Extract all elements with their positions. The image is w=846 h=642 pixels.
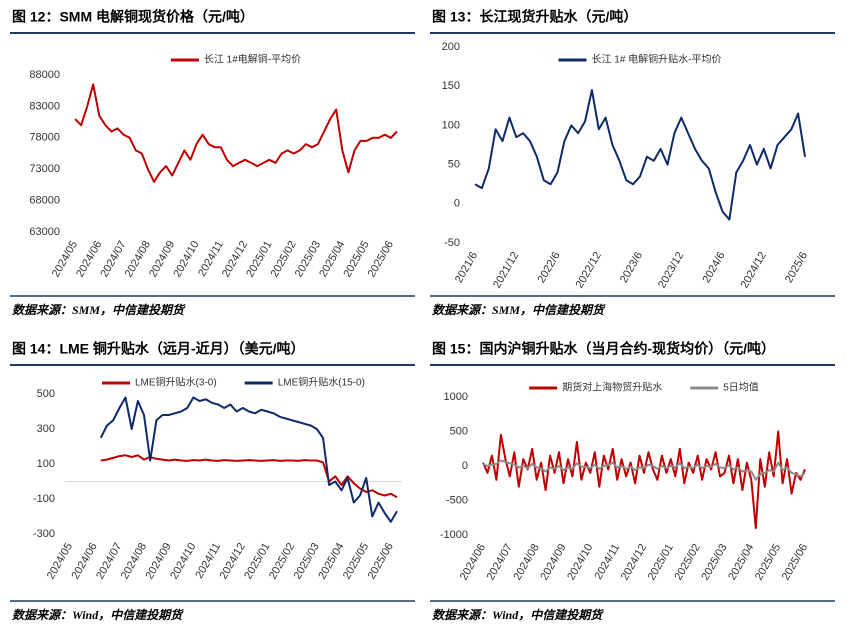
x-tick-label: 2025/06: [780, 542, 810, 582]
x-tick-label: 2025/01: [646, 542, 676, 582]
legend: 长江 1# 电解铜升贴水-平均价: [558, 53, 722, 66]
y-tick-label: 63000: [29, 226, 60, 238]
data-line: [474, 89, 806, 221]
y-tick-label: 50: [448, 159, 460, 171]
data-line: [74, 83, 398, 183]
legend: LME铜升贴水(3-0) LME铜升贴水(15-0): [102, 376, 365, 389]
y-tick-label: 78000: [29, 132, 60, 144]
x-tick-label: 2024/12: [619, 542, 649, 582]
y-tick-label: 68000: [29, 195, 60, 207]
x-tick-label: 2022/6: [535, 250, 562, 285]
y-tick-label: -1000: [440, 529, 468, 541]
y-tick-label: 100: [442, 119, 460, 131]
x-tick-label: 2024/08: [512, 542, 542, 582]
x-tick-label: 2021/6: [453, 250, 480, 285]
x-tick-label: 2023/6: [618, 250, 645, 285]
y-tick-label: -50: [444, 237, 460, 249]
chart-title: 图 14：LME 铜升贴水（远月-近月）（美元/吨）: [12, 341, 304, 357]
source-note: 数据来源：SMM，中信建投期货: [12, 303, 186, 317]
y-tick-label: 150: [442, 80, 460, 92]
y-tick-label: 500: [450, 425, 468, 437]
source-note: 数据来源：Wind，中信建投期货: [12, 608, 184, 622]
x-tick-label: 2025/05: [753, 542, 783, 582]
x-tick-label: 2025/6: [783, 250, 810, 285]
x-tick-label: 2024/11: [592, 542, 622, 582]
chart-title: 图 12：SMM 电解铜现货价格（元/吨）: [12, 9, 254, 25]
x-tick-label: 2024/10: [565, 542, 595, 582]
chart-title: 图 15：国内沪铜升贴水（当月合约-现货均价）（元/吨）: [432, 341, 775, 357]
x-tick-label: 2024/12: [739, 250, 769, 290]
y-tick-label: 88000: [29, 69, 60, 81]
x-tick-label: 2023/12: [656, 250, 686, 290]
y-tick-label: 100: [37, 458, 55, 470]
y-tick-label: 83000: [29, 100, 60, 112]
y-tick-label: 0: [462, 460, 468, 472]
legend-label: 长江 1#电解铜-平均价: [204, 53, 301, 66]
y-tick-label: -100: [33, 493, 55, 505]
legend-label: LME铜升贴水(3-0): [135, 376, 217, 389]
legend-label: 期货对上海物贸升贴水: [562, 381, 662, 394]
chart-title: 图 13：长江现货升贴水（元/吨）: [432, 9, 637, 25]
x-tick-label: 2024/07: [485, 542, 515, 582]
x-tick-label: 2021/12: [491, 250, 521, 290]
y-tick-label: 500: [37, 388, 55, 400]
legend-label: 长江 1# 电解铜升贴水-平均价: [592, 53, 722, 66]
x-tick-label: 2024/06: [458, 542, 488, 582]
x-tick-label: 2025/04: [726, 542, 756, 582]
source-note: 数据来源：SMM，中信建投期货: [432, 303, 606, 317]
y-tick-label: 200: [442, 41, 460, 53]
y-tick-label: 73000: [29, 163, 60, 175]
data-line: [99, 396, 398, 523]
legend: 长江 1#电解铜-平均价: [170, 53, 301, 66]
source-note: 数据来源：Wind，中信建投期货: [432, 608, 604, 622]
data-line: [482, 430, 806, 530]
legend-label: LME铜升贴水(15-0): [278, 376, 365, 389]
data-line: [482, 459, 806, 481]
x-tick-label: 2024/6: [700, 250, 727, 285]
legend: 期货对上海物贸升贴水 5日均值: [529, 381, 759, 394]
y-tick-label: 0: [454, 198, 460, 210]
x-tick-label: 2022/12: [574, 250, 604, 290]
y-tick-label: -300: [33, 528, 55, 540]
y-tick-label: 1000: [444, 391, 468, 403]
y-tick-label: 300: [37, 423, 55, 435]
x-tick-label: 2025/03: [699, 542, 729, 582]
x-tick-label: 2025/02: [673, 542, 703, 582]
y-tick-label: -500: [446, 494, 468, 506]
x-tick-label: 2024/09: [538, 542, 568, 582]
legend-label: 5日均值: [723, 381, 759, 394]
data-line: [100, 454, 398, 499]
